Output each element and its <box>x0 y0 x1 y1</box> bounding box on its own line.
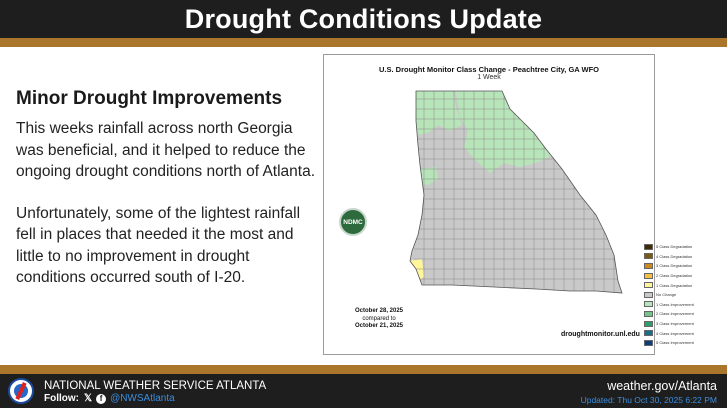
footer-accent-stripe <box>0 365 727 374</box>
date-previous: October 21, 2025 <box>354 323 404 329</box>
drought-map-card: U.S. Drought Monitor Class Change - Peac… <box>323 54 655 355</box>
legend-item: 3 Class Improvement <box>644 319 694 329</box>
legend-label: 3 Class Degradation <box>656 263 693 269</box>
follow-label: Follow: <box>44 393 79 404</box>
legend-item: 4 Class Improvement <box>644 328 694 338</box>
legend-item: 2 Class Improvement <box>644 309 694 319</box>
compared-to-label: compared to <box>362 315 396 322</box>
updated-timestamp: Updated: Thu Oct 30, 2025 6:22 PM <box>580 395 717 405</box>
article-paragraph-1: This weeks rainfall across north Georgia… <box>16 120 316 180</box>
legend-label: 3 Class Improvement <box>656 321 694 327</box>
map-date-range: October 28, 2025 compared to October 21,… <box>344 308 414 331</box>
legend-label: 2 Class Degradation <box>656 273 693 279</box>
map-title: U.S. Drought Monitor Class Change - Peac… <box>378 65 600 74</box>
legend-swatch <box>644 282 653 289</box>
page-title: Drought Conditions Update <box>184 3 543 34</box>
legend-label: 4 Class Degradation <box>656 253 693 259</box>
header-bar: Drought Conditions Update <box>0 0 727 38</box>
map-source-link: droughtmonitor.unl.edu <box>561 331 640 338</box>
legend-label: 5 Class Degradation <box>656 244 693 250</box>
legend-swatch <box>644 330 653 337</box>
date-current: October 28, 2025 <box>354 308 404 314</box>
legend-item: No Change <box>644 290 694 300</box>
legend-item: 1 Class Improvement <box>644 300 694 310</box>
county-lines <box>414 91 622 293</box>
legend-label: No Change <box>656 292 677 298</box>
legend-label: 4 Class Improvement <box>656 330 694 336</box>
article-panel: Minor Drought Improvements This weeks ra… <box>16 88 316 309</box>
article-heading: Minor Drought Improvements <box>16 88 283 109</box>
org-name: NATIONAL WEATHER SERVICE ATLANTA <box>44 380 267 392</box>
georgia-drought-map <box>409 90 623 294</box>
legend-label: 1 Class Improvement <box>656 301 694 307</box>
legend-swatch <box>644 262 653 269</box>
legend-item: 5 Class Improvement <box>644 338 694 348</box>
state-outline <box>409 90 623 294</box>
nws-logo-icon <box>8 378 34 404</box>
legend-item: 1 Class Degradation <box>644 280 694 290</box>
legend-item: 4 Class Degradation <box>644 252 694 262</box>
legend-label: 2 Class Improvement <box>656 311 694 317</box>
header-accent-stripe <box>0 38 727 47</box>
legend-item: 5 Class Degradation <box>644 242 694 252</box>
legend-swatch <box>644 291 653 298</box>
social-handle-link[interactable]: @NWSAtlanta <box>110 393 175 404</box>
footer-bar: NATIONAL WEATHER SERVICE ATLANTA Follow:… <box>0 374 727 408</box>
legend-label: 1 Class Degradation <box>656 282 693 288</box>
ndmc-logo-text: NDMC <box>343 218 363 226</box>
improvement-region-northwest <box>410 91 462 135</box>
article-paragraph-2: Unfortunately, some of the lightest rain… <box>16 204 301 287</box>
ndmc-logo: NDMC <box>339 208 367 236</box>
legend-swatch <box>644 320 653 327</box>
map-legend: 5 Class Degradation 4 Class Degradation … <box>644 242 694 348</box>
x-icon[interactable]: 𝕏 <box>84 393 93 404</box>
legend-swatch <box>644 310 653 317</box>
legend-swatch <box>644 339 653 346</box>
legend-swatch <box>644 301 653 308</box>
legend-item: 3 Class Degradation <box>644 261 694 271</box>
map-subtitle: 1 Week <box>477 74 501 81</box>
legend-swatch <box>644 272 653 279</box>
legend-item: 2 Class Degradation <box>644 271 694 281</box>
social-follow: Follow: 𝕏 f @NWSAtlanta <box>44 393 175 404</box>
legend-swatch <box>644 243 653 250</box>
website-link[interactable]: weather.gov/Atlanta <box>607 379 717 393</box>
facebook-icon[interactable]: f <box>96 393 107 404</box>
legend-swatch <box>644 253 653 260</box>
legend-label: 5 Class Improvement <box>656 340 694 346</box>
